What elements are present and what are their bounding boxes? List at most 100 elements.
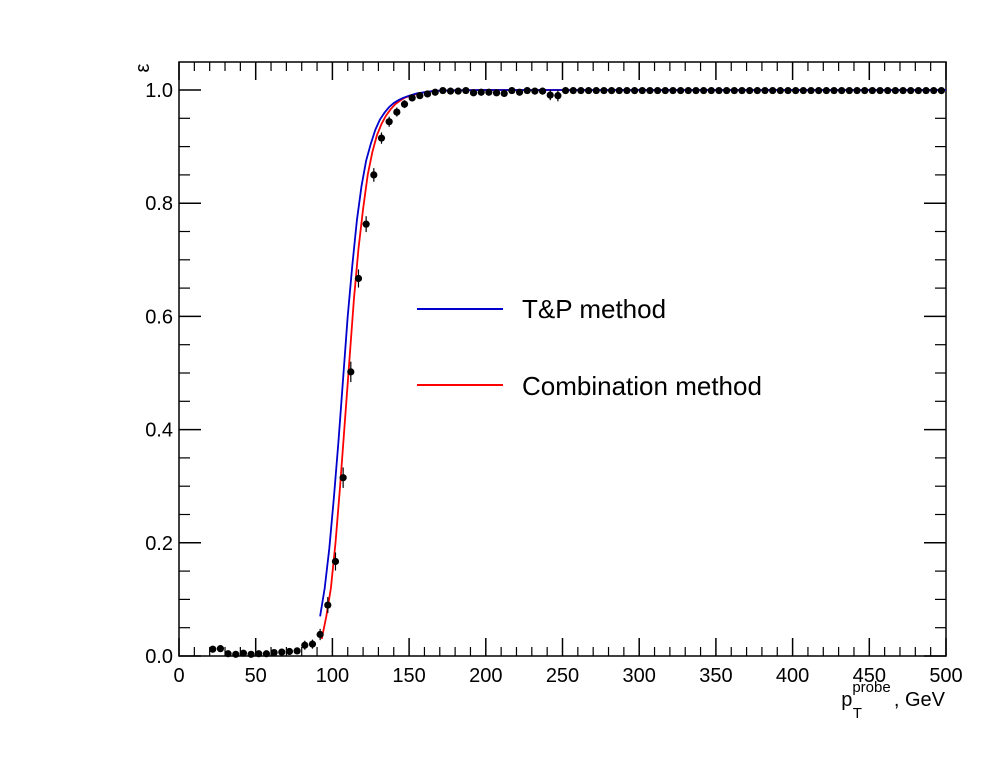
series-lines <box>319 89 946 640</box>
data-point <box>891 86 899 95</box>
x-axis-label-sup: probe <box>852 679 890 696</box>
data-point <box>615 86 623 95</box>
data-point <box>723 86 731 95</box>
data-point <box>554 92 562 100</box>
data-point <box>216 645 225 653</box>
axis-ticks <box>178 62 947 657</box>
data-point <box>638 86 646 95</box>
data-point <box>784 86 792 95</box>
x-tick-label: 300 <box>623 665 656 687</box>
y-tick-label: 0.8 <box>145 193 173 215</box>
data-point <box>769 86 777 95</box>
data-point <box>838 86 846 95</box>
data-point <box>485 88 493 96</box>
data-point <box>508 86 516 95</box>
data-point <box>600 86 608 95</box>
data-point <box>922 86 930 95</box>
data-point <box>538 87 547 95</box>
data-point <box>853 86 861 95</box>
x-tick-label: 0 <box>173 665 184 687</box>
data-point <box>807 86 815 95</box>
data-point <box>400 100 409 108</box>
data-point <box>845 86 853 95</box>
series-line-combination <box>320 89 946 640</box>
data-point <box>385 118 393 126</box>
data-point <box>500 89 508 97</box>
data-point <box>700 86 708 95</box>
data-point <box>423 90 432 98</box>
data-point <box>630 86 639 95</box>
data-point <box>692 86 700 95</box>
data-point <box>347 368 355 376</box>
data-point <box>899 86 907 95</box>
data-point <box>761 86 769 95</box>
x-tick-label: 400 <box>776 665 809 687</box>
y-tick-label: 0.6 <box>145 306 173 328</box>
data-point <box>930 86 938 95</box>
data-point <box>661 86 669 95</box>
x-tick-label: 150 <box>392 665 425 687</box>
data-point <box>715 86 723 95</box>
data-point <box>278 648 286 656</box>
x-axis-label-suffix: , GeV <box>894 689 946 711</box>
data-point <box>523 86 531 95</box>
plot-frame <box>178 61 947 657</box>
data-point <box>623 86 631 95</box>
data-point <box>822 86 830 95</box>
x-axis-label-sub: T <box>853 705 862 722</box>
data-point <box>439 86 447 95</box>
data-point <box>285 647 294 656</box>
x-tick-label: 350 <box>699 665 732 687</box>
data-point <box>746 86 754 95</box>
x-axis-label-main: p <box>841 689 852 711</box>
data-point <box>884 86 892 95</box>
data-point <box>362 220 370 228</box>
data-point <box>546 91 554 99</box>
data-point <box>239 649 248 657</box>
data-point <box>646 86 654 95</box>
x-tick-label: 200 <box>469 665 502 687</box>
legend: T&P method Combination method <box>417 294 762 401</box>
y-tick-label: 0.2 <box>145 533 173 555</box>
data-point <box>677 86 685 95</box>
data-point <box>792 86 800 95</box>
data-point <box>937 86 945 95</box>
data-point <box>301 641 309 649</box>
data-point <box>876 86 884 95</box>
data-point <box>331 557 340 566</box>
x-tick-label: 500 <box>929 665 962 687</box>
data-point <box>730 86 738 95</box>
y-tick-label: 1.0 <box>145 80 173 102</box>
y-tick-label: 0.4 <box>145 420 173 442</box>
data-point <box>607 86 616 95</box>
data-point <box>684 86 692 95</box>
data-point <box>255 650 263 658</box>
data-point <box>799 86 807 95</box>
data-point <box>738 86 746 95</box>
data-point <box>815 86 823 95</box>
data-point <box>592 86 600 95</box>
data-point <box>324 601 332 609</box>
data-point <box>308 640 317 648</box>
data-point <box>393 108 401 116</box>
data-point <box>377 134 386 142</box>
data-point <box>354 274 363 283</box>
data-point <box>492 89 501 97</box>
data-point <box>561 86 570 95</box>
data-point <box>469 89 478 97</box>
data-point <box>209 645 217 653</box>
data-point <box>753 86 761 95</box>
x-tick-label: 100 <box>316 665 349 687</box>
data-point <box>454 87 462 95</box>
data-point <box>707 86 715 95</box>
data-point <box>293 647 301 655</box>
tick-labels: 0 50 100 150 200 250 300 350 400 450 500 0.0 0.2 0.4 0… <box>145 80 963 687</box>
data-point <box>462 86 470 95</box>
series-line-tp <box>319 89 946 617</box>
data-point <box>224 650 232 658</box>
data-point <box>416 92 424 100</box>
data-point <box>914 86 922 95</box>
data-point <box>232 650 240 658</box>
data-points <box>209 86 945 658</box>
